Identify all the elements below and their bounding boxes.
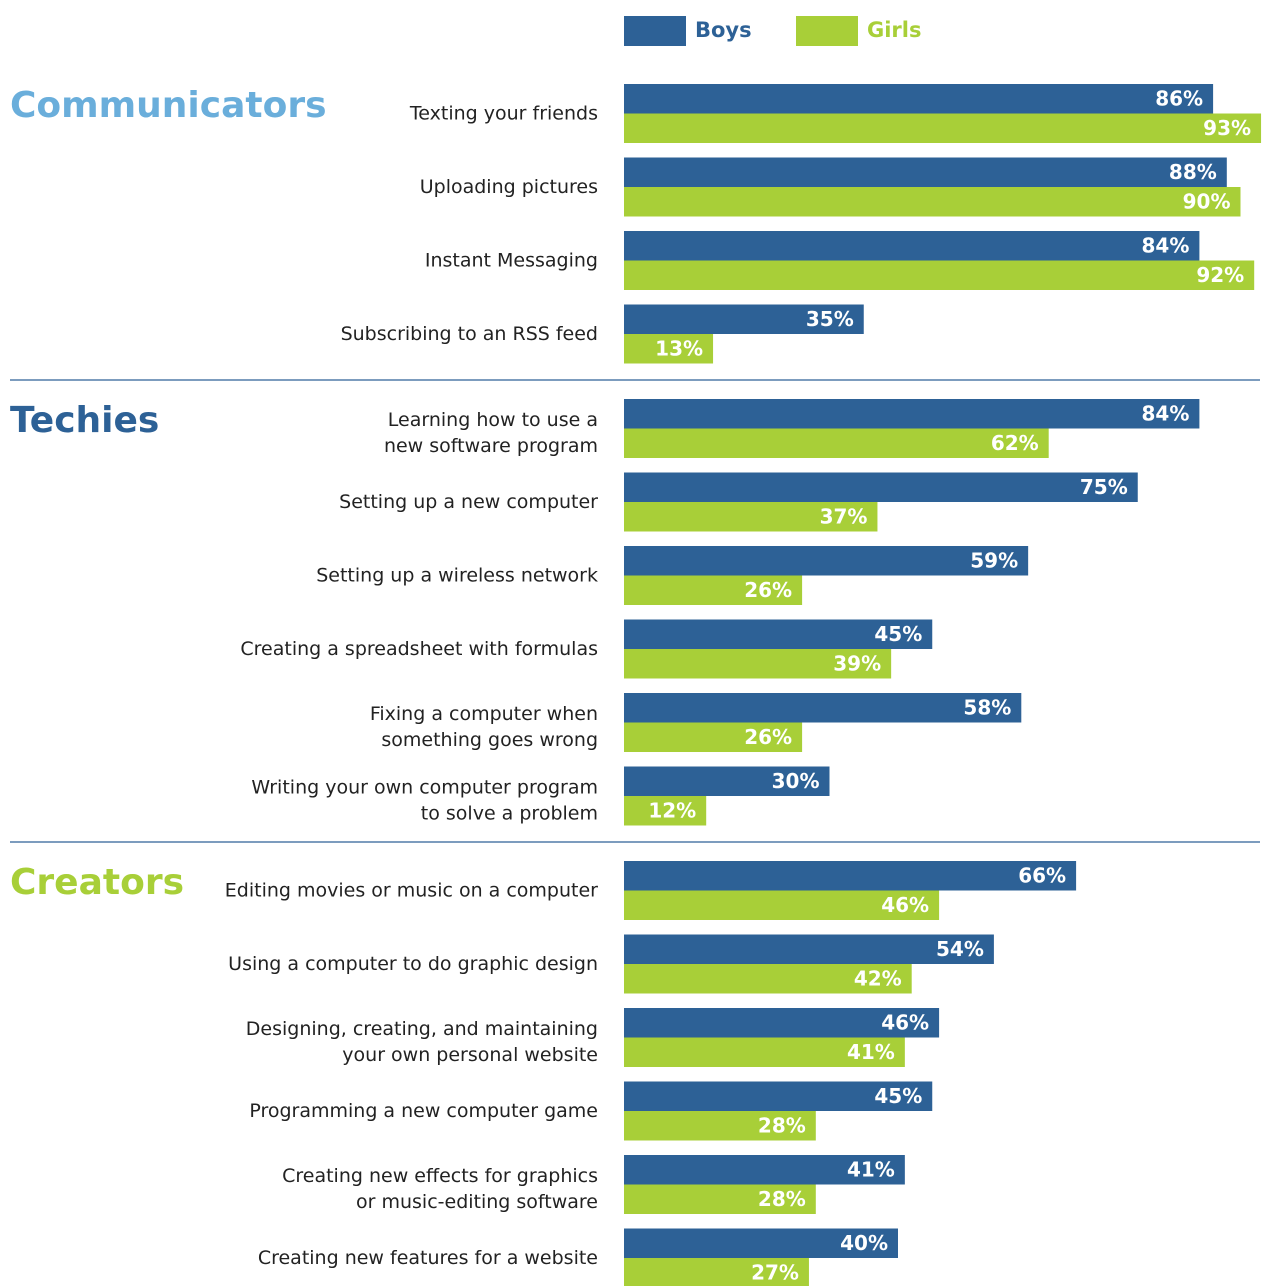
category-line: Writing your own computer program [251,776,598,798]
value-label: 41% [847,1157,895,1181]
bar [624,575,803,605]
value-label: 35% [806,307,854,331]
bar [624,796,707,826]
group-label: Techies [10,400,159,441]
category-label: Creating new features for a website [258,1247,598,1269]
category-line: your own personal website [342,1044,598,1066]
value-label: 58% [963,695,1011,719]
value-label: 28% [758,1187,806,1211]
value-label: 54% [936,937,984,961]
category-label: Fixing a computer when something goes wro… [370,703,598,751]
bar [624,334,714,364]
legend-swatch [624,16,686,46]
value-label: 92% [1196,263,1244,287]
bar [624,260,1255,290]
value-label: 93% [1203,116,1251,140]
value-label: 46% [881,893,929,917]
value-label: 39% [833,651,881,675]
value-label: 84% [1142,233,1190,257]
bar [624,1008,940,1038]
bar [624,1155,905,1185]
bar [624,187,1241,217]
value-label: 88% [1169,160,1217,184]
bar [624,964,912,994]
category-label: Designing, creating, and maintaining your… [246,1018,598,1066]
legend-label: Boys [695,18,752,42]
value-label: 66% [1018,863,1066,887]
group-label: Creators [10,862,184,903]
value-label: 45% [874,1084,922,1108]
value-label: 41% [847,1040,895,1064]
bar [624,157,1227,187]
value-label: 62% [991,431,1039,455]
bar [624,619,933,649]
bar [624,649,892,679]
bar [624,1037,905,1067]
value-label: 37% [820,504,868,528]
value-label: 12% [648,798,696,822]
category-line: to solve a problem [421,802,598,824]
category-line: Fixing a computer when [370,703,598,725]
bar [624,890,940,920]
category-label: Creating a spreadsheet with formulas [240,638,598,660]
bar [624,1184,816,1214]
bar [624,766,830,796]
group-label: Communicators [10,85,327,126]
category-label: Texting your friends [409,103,598,125]
category-line: Creating new effects for graphics [282,1165,598,1187]
bar [624,861,1077,891]
bar [624,399,1200,429]
bar [624,546,1029,576]
category-label: Creating new effects for graphics or musi… [282,1165,598,1213]
value-label: 30% [772,769,820,793]
value-label: 84% [1142,401,1190,425]
category-line: new software program [384,435,598,457]
category-label: Subscribing to an RSS feed [341,323,598,345]
legend-swatch [796,16,858,46]
legend-label: Girls [867,18,922,42]
value-label: 13% [655,336,703,360]
category-label: Learning how to use a new software progra… [384,409,598,457]
value-label: 45% [874,622,922,646]
bar [624,84,1214,114]
category-label: Setting up a wireless network [316,565,598,587]
value-label: 27% [751,1260,799,1284]
value-label: 26% [744,578,792,602]
category-line: Designing, creating, and maintaining [246,1018,598,1040]
category-line: or music-editing software [356,1191,598,1213]
bar [624,113,1262,143]
value-label: 46% [881,1010,929,1034]
value-label: 86% [1155,86,1203,110]
bar [624,722,803,752]
category-line: Learning how to use a [388,409,598,431]
category-label: Setting up a new computer [339,491,598,513]
value-label: 26% [744,725,792,749]
category-label: Programming a new computer game [249,1100,598,1122]
bar [624,693,1022,723]
value-label: 42% [854,966,902,990]
category-label: Editing movies or music on a computer [225,880,598,902]
category-label: Writing your own computer program to solv… [251,776,598,824]
bar [624,1228,898,1258]
category-label: Uploading pictures [420,176,598,198]
bar [624,1258,809,1286]
bar [624,231,1200,261]
category-line: something goes wrong [381,729,598,751]
bar [624,472,1138,502]
value-label: 40% [840,1231,888,1255]
category-label: Using a computer to do graphic design [228,953,598,975]
category-label: Instant Messaging [425,250,598,272]
value-label: 75% [1080,475,1128,499]
bar [624,502,878,532]
bar [624,428,1049,458]
value-label: 90% [1183,189,1231,213]
bar [624,304,864,334]
bar [624,1111,816,1141]
value-label: 59% [970,548,1018,572]
bar [624,1081,933,1111]
bar [624,934,994,964]
value-label: 28% [758,1113,806,1137]
